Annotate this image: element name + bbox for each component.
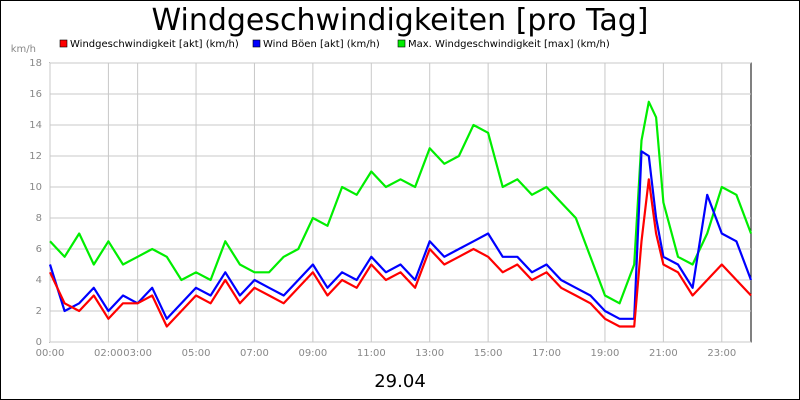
x-tick-label: 02:00 (94, 348, 123, 359)
y-tick-label: 0 (36, 337, 42, 348)
x-tick-label: 09:00 (298, 348, 327, 359)
x-tick-label: 13:00 (415, 348, 444, 359)
x-tick-label: 19:00 (591, 348, 620, 359)
x-tick-label: 23:00 (707, 348, 736, 359)
y-tick-label: 6 (36, 244, 42, 255)
x-tick-label: 03:00 (123, 348, 152, 359)
y-tick-label: 10 (29, 182, 42, 193)
legend-swatch (397, 39, 406, 48)
y-tick-label: 18 (29, 58, 42, 69)
series-line-0 (49, 178, 752, 328)
x-axis-date-label: 29.04 (374, 371, 426, 392)
series-line-1 (48, 150, 753, 320)
x-tick-label: 11:00 (357, 348, 386, 359)
x-tick-label: 15:00 (474, 348, 503, 359)
legend-label: Wind Böen [akt] (km/h) (263, 39, 380, 50)
x-axis: 00:00 02:00 03:00 05:00 07:00 09:00 11:00 13:00… (36, 348, 737, 359)
y-tick-label: 4 (36, 275, 42, 286)
x-tick-label: 17:00 (532, 348, 561, 359)
series-line-2 (49, 100, 753, 305)
legend-label: Windgeschwindigkeit [akt] (km/h) (70, 39, 239, 50)
legend: Windgeschwindigkeit [akt] (km/h) Wind Böe… (59, 39, 610, 50)
y-axis-unit-label: km/h (11, 44, 36, 55)
y-tick-label: 16 (29, 89, 42, 100)
y-tick-label: 12 (29, 151, 42, 162)
chart-title: Windgeschwindigkeiten [pro Tag] (151, 3, 648, 38)
x-tick-label: 21:00 (649, 348, 678, 359)
x-tick-label: 07:00 (240, 348, 269, 359)
x-tick-label: 05:00 (182, 348, 211, 359)
legend-swatch (252, 39, 261, 48)
series-lines (48, 100, 753, 328)
y-tick-label: 8 (36, 213, 42, 224)
legend-label: Max. Windgeschwindigkeit [max] (km/h) (408, 39, 610, 50)
x-tick-label: 00:00 (36, 348, 65, 359)
y-tick-label: 14 (29, 120, 42, 131)
y-tick-label: 2 (36, 306, 42, 317)
legend-swatch (59, 39, 68, 48)
y-axis: 0 2 4 6 8 10 12 14 16 18 (29, 58, 42, 348)
